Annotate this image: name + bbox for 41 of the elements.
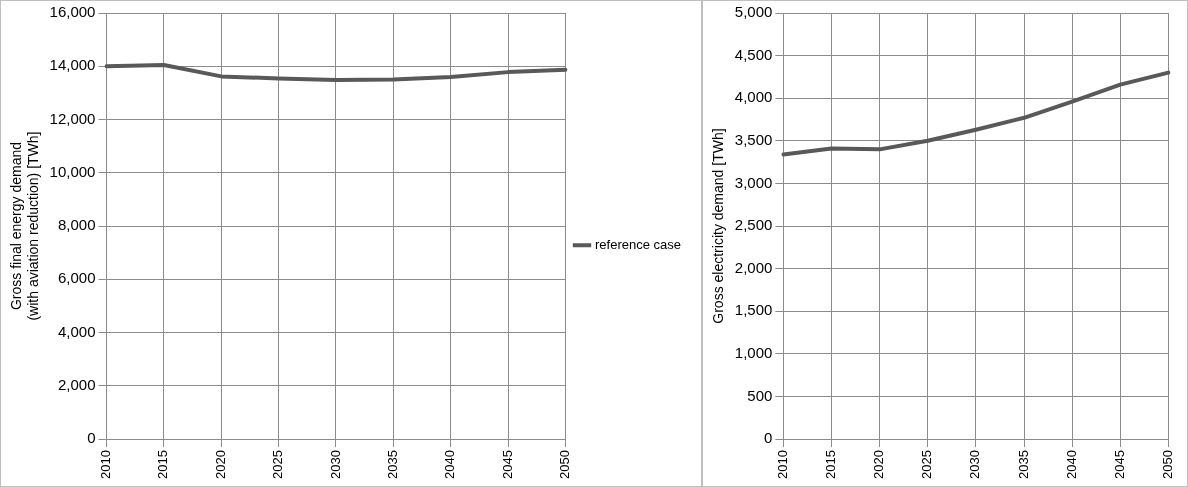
y-tick-label: 500: [747, 386, 773, 404]
x-tick-label: 2045: [1111, 450, 1127, 479]
y-tick-label: 4,500: [734, 45, 773, 63]
x-tick-label: 2035: [384, 450, 400, 479]
y-tick-label: 2,500: [734, 216, 773, 234]
x-tick-label: 2050: [1159, 450, 1175, 479]
x-tick-label: 2025: [270, 450, 286, 479]
y-axis-title: Gross electricity demand [TWh]: [710, 128, 727, 324]
y-tick-label: 4,000: [734, 88, 773, 106]
x-tick-label: 2025: [919, 450, 935, 479]
y-tick-label: 3,500: [734, 130, 773, 148]
x-tick-label: 2020: [871, 450, 887, 479]
y-tick-label: 2,000: [57, 375, 96, 393]
y-tick-label: 6,000: [57, 269, 96, 287]
x-tick-label: 2030: [327, 450, 343, 479]
x-tick-label: 2030: [967, 450, 983, 479]
x-tick-label: 2035: [1015, 450, 1031, 479]
y-tick-label: 2,000: [734, 258, 773, 276]
y-tick-label: 16,000: [49, 3, 96, 21]
y-tick-label: 12,000: [49, 109, 96, 127]
x-tick-label: 2020: [212, 450, 228, 479]
legend-label: reference case: [595, 236, 682, 252]
y-tick-label: 5,000: [734, 3, 773, 21]
y-tick-label: 14,000: [49, 56, 96, 74]
x-tick-label: 2040: [442, 450, 458, 479]
y-tick-label: 4,000: [57, 322, 96, 340]
y-axis-title: Gross final energy demand (with aviation reduction) [TWh]: [8, 131, 42, 321]
x-tick-label: 2045: [499, 450, 515, 479]
x-tick-label: 2010: [98, 450, 114, 479]
y-tick-label: 10,000: [49, 162, 96, 180]
y-tick-label: 3,000: [734, 173, 773, 191]
y-tick-label: 1,000: [734, 344, 773, 361]
y-tick-label: 0: [87, 429, 96, 447]
x-tick-label: 2010: [774, 450, 790, 479]
y-tick-label: 8,000: [57, 216, 96, 234]
y-tick-label: 0: [763, 429, 773, 447]
x-tick-label: 2015: [155, 450, 171, 479]
x-tick-label: 2015: [823, 450, 839, 479]
y-tick-label: 1,500: [734, 301, 773, 319]
x-tick-label: 2050: [557, 450, 573, 479]
x-tick-label: 2040: [1063, 450, 1079, 479]
